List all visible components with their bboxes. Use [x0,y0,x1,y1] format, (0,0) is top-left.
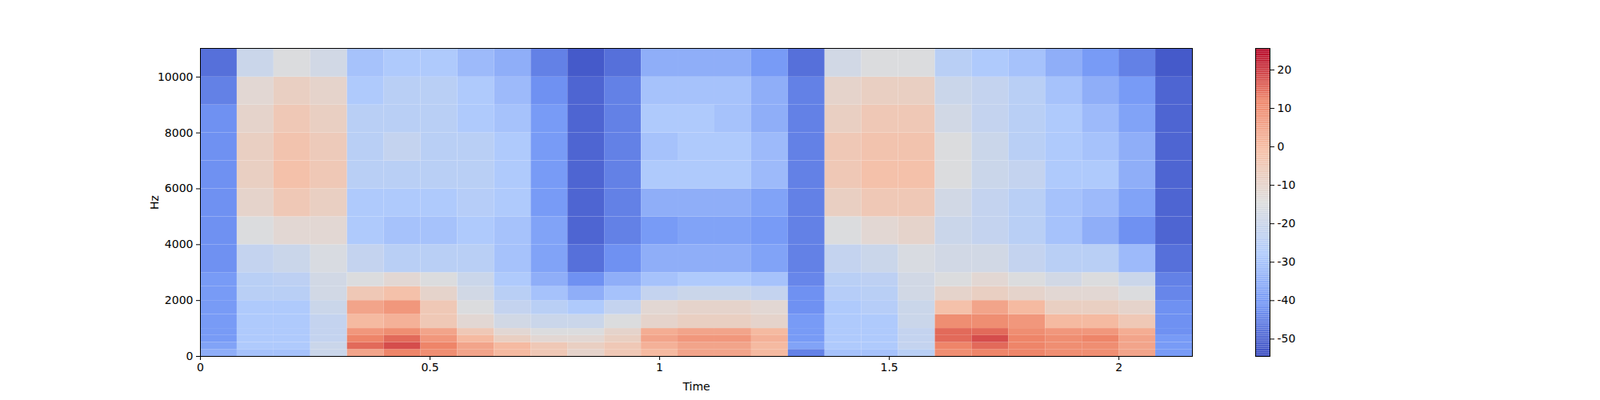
svg-text:-50: -50 [1277,332,1296,345]
svg-text:8000: 8000 [164,126,194,140]
svg-text:Time: Time [681,380,710,393]
svg-text:0: 0 [1277,140,1285,153]
svg-text:2: 2 [1115,360,1123,374]
svg-text:-20: -20 [1277,216,1296,230]
svg-text:4000: 4000 [164,237,194,251]
svg-text:Hz: Hz [148,195,161,210]
svg-text:2000: 2000 [164,293,194,307]
svg-text:1.5: 1.5 [880,360,898,374]
svg-text:6000: 6000 [164,181,194,195]
svg-text:0: 0 [186,349,194,363]
svg-text:20: 20 [1277,63,1292,76]
svg-text:-40: -40 [1277,293,1296,307]
svg-text:10000: 10000 [157,70,194,84]
svg-text:-10: -10 [1277,178,1296,192]
svg-text:1: 1 [656,360,664,374]
svg-text:-30: -30 [1277,255,1296,268]
svg-text:10: 10 [1277,101,1292,115]
svg-text:0: 0 [196,360,204,374]
svg-text:0.5: 0.5 [420,360,439,374]
